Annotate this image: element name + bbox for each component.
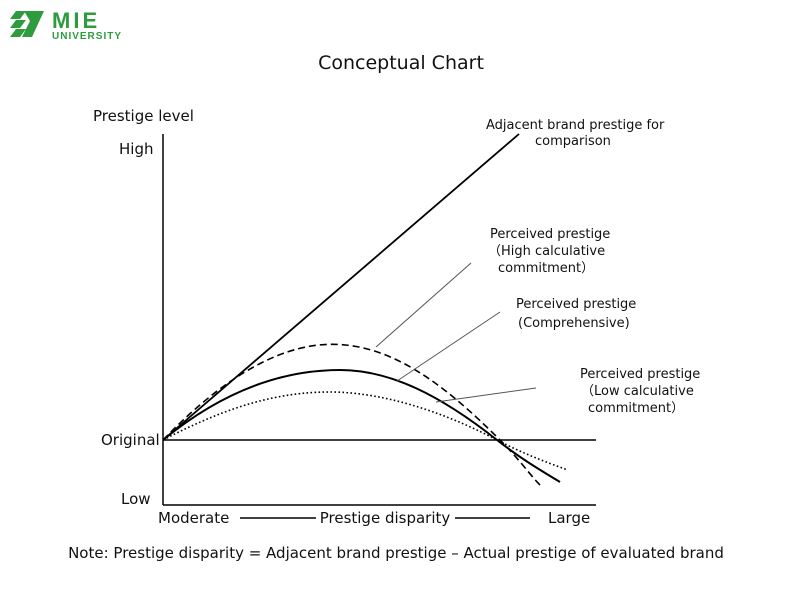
callout-pointer-low-calculative bbox=[435, 387, 537, 403]
perceived-prestige-high-calculative-curve bbox=[162, 343, 541, 486]
mie-university-logo: MIE UNIVERSITY bbox=[10, 8, 122, 41]
callout-high-calc-line1: Perceived prestige bbox=[490, 227, 610, 242]
callout-comprehensive-line2: (Comprehensive) bbox=[518, 316, 630, 331]
perceived-prestige-low-calculative-curve bbox=[162, 391, 569, 471]
perceived-prestige-comprehensive-curve bbox=[162, 368, 561, 483]
callout-comprehensive-line1: Perceived prestige bbox=[516, 297, 636, 312]
footnote: Note: Prestige disparity = Adjacent bran… bbox=[68, 544, 724, 562]
y-label-low: Low bbox=[121, 490, 151, 508]
adjacent-brand-prestige-line bbox=[162, 133, 520, 441]
x-label-moderate: Moderate bbox=[158, 509, 229, 527]
y-label-high: High bbox=[119, 140, 153, 158]
callout-pointer-comprehensive bbox=[396, 311, 501, 382]
y-label-original: Original bbox=[101, 431, 160, 449]
x-axis-title: Prestige disparity bbox=[320, 509, 451, 527]
callout-high-calc-line2: （High calculative bbox=[488, 244, 605, 259]
callout-low-calc-line3: commitment） bbox=[588, 401, 684, 416]
logo-mark bbox=[10, 11, 44, 37]
callout-low-calc-line2: （Low calculative bbox=[581, 384, 694, 399]
callout-adjacent-line2: comparison bbox=[535, 134, 611, 149]
logo-text-university: UNIVERSITY bbox=[52, 31, 122, 41]
callout-high-calc-line3: commitment） bbox=[498, 261, 594, 276]
chart-title: Conceptual Chart bbox=[318, 52, 484, 74]
x-label-large: Large bbox=[548, 509, 590, 527]
logo-text-mie: MIE bbox=[52, 8, 100, 33]
callout-low-calc-line1: Perceived prestige bbox=[580, 367, 700, 382]
y-axis-title: Prestige level bbox=[93, 107, 194, 125]
callout-adjacent-line1: Adjacent brand prestige for bbox=[486, 118, 665, 133]
callout-pointer-high-calculative bbox=[375, 262, 472, 348]
